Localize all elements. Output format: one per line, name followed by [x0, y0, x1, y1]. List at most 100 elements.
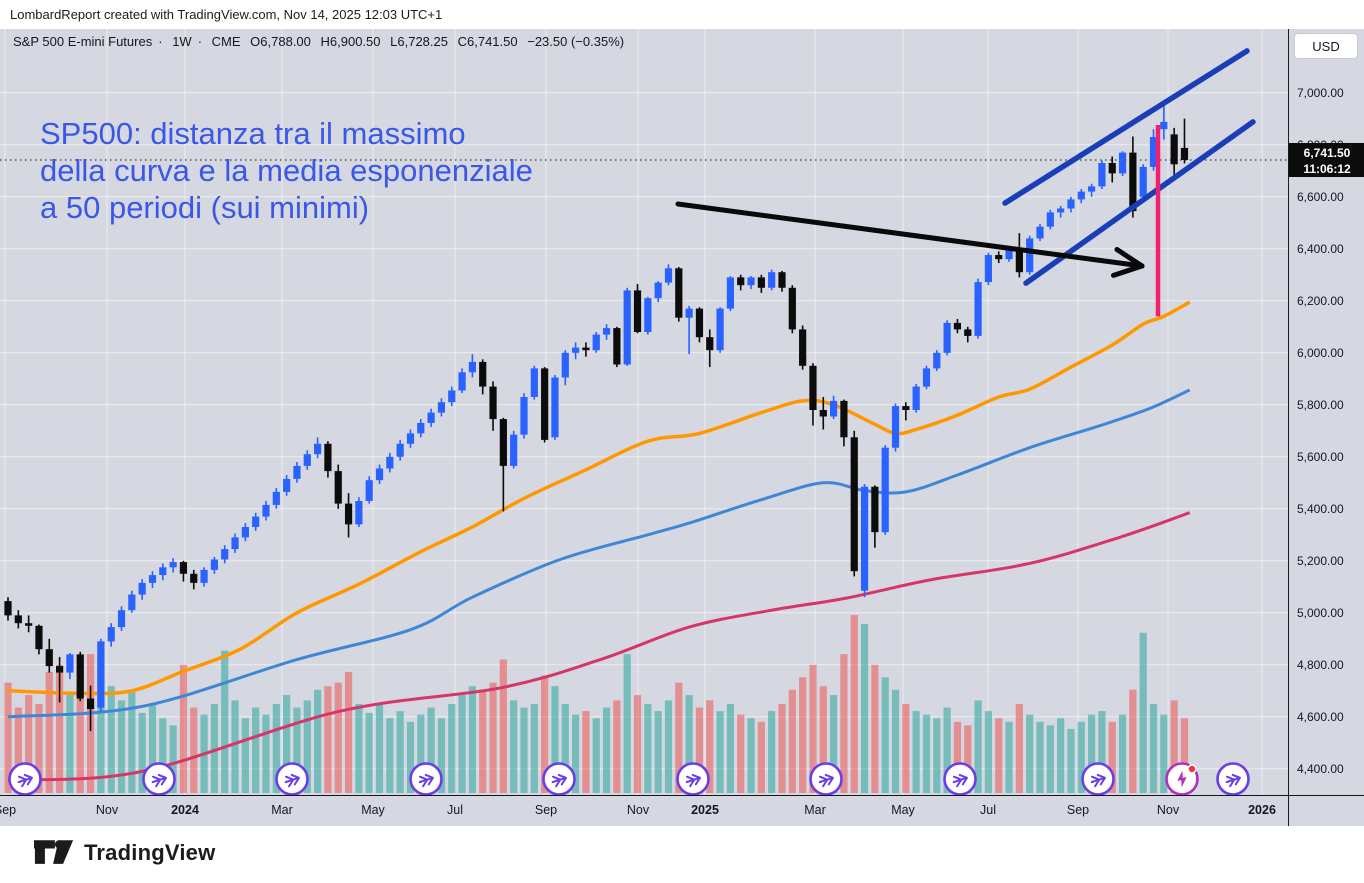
candle	[406, 433, 415, 444]
candle	[1118, 152, 1127, 174]
time-tick-label: 2026	[1248, 803, 1276, 817]
candle	[458, 372, 466, 391]
candle	[726, 277, 734, 309]
contract-roll-icon[interactable]	[1081, 762, 1115, 795]
last-price-badge: 6,741.50 11:06:12	[1289, 143, 1364, 177]
candle	[283, 478, 291, 492]
candle	[107, 627, 115, 642]
tradingview-brand[interactable]: TradingView	[34, 838, 215, 868]
price-tick-label: 6,000.00	[1297, 345, 1344, 360]
candle	[1149, 136, 1158, 167]
candle	[706, 337, 714, 351]
attribution-bar: LombardReport created with TradingView.c…	[0, 0, 1364, 29]
time-tick-label: Sep	[0, 803, 17, 817]
price-tick-label: 5,000.00	[1297, 605, 1344, 620]
candle	[1088, 186, 1096, 192]
candle	[675, 268, 683, 318]
candle	[840, 400, 848, 438]
candle	[56, 666, 64, 673]
time-tick-label: Jul	[447, 803, 463, 817]
candle	[334, 471, 342, 504]
price-tick-label: 6,600.00	[1297, 189, 1344, 204]
annotation-line-2: della curva e la media esponenziale	[40, 153, 533, 188]
contract-roll-icon[interactable]	[943, 762, 977, 795]
candle	[303, 454, 311, 466]
candle	[386, 456, 394, 469]
candle	[76, 654, 84, 699]
contract-roll-icon[interactable]	[542, 762, 576, 795]
candle	[809, 365, 817, 410]
timeframe-label[interactable]: 1W	[172, 34, 192, 49]
parallel-channel-drawing	[1002, 48, 1256, 286]
chart-pane[interactable]: S&P 500 E-mini Futures · 1W · CME O6,788.0…	[0, 29, 1364, 795]
price-scale[interactable]: USD 7,000.006,800.006,600.006,400.006,20…	[1288, 29, 1364, 795]
candle	[479, 361, 487, 387]
candle	[14, 615, 22, 624]
candle	[1026, 238, 1034, 273]
contract-roll-icon[interactable]	[809, 762, 843, 795]
candle	[1077, 191, 1085, 200]
candle	[964, 329, 972, 336]
volume-bars	[4, 615, 1189, 793]
candle	[221, 549, 229, 560]
currency-toggle-button[interactable]: USD	[1294, 33, 1358, 59]
tradingview-logo-icon	[34, 840, 74, 864]
candle	[365, 480, 373, 501]
candle	[344, 503, 353, 525]
candle	[633, 290, 642, 332]
annotation-line-1: SP500: distanza tra il massimo	[40, 116, 466, 151]
flash-event-icon[interactable]	[1165, 762, 1199, 795]
candle	[592, 334, 600, 351]
contract-roll-icon[interactable]	[1216, 762, 1250, 795]
candle	[148, 575, 157, 583]
ema-mid-blue-line	[7, 388, 1191, 719]
candle	[1139, 166, 1147, 197]
time-tick-label: 2024	[171, 803, 199, 817]
candle	[778, 272, 786, 288]
candle	[1098, 162, 1106, 187]
candle	[241, 526, 249, 538]
event-markers	[8, 762, 1250, 795]
candle	[252, 516, 260, 527]
contract-roll-icon[interactable]	[142, 762, 176, 795]
axis-corner-separator	[1288, 796, 1289, 827]
candle	[231, 537, 239, 550]
brand-name: TradingView	[84, 840, 216, 865]
candle	[984, 255, 992, 283]
candle	[417, 422, 425, 434]
symbol-title[interactable]: S&P 500 E-mini Futures	[13, 34, 153, 49]
contract-roll-icon[interactable]	[275, 762, 309, 795]
candle	[499, 419, 507, 466]
candle	[262, 504, 270, 517]
candle	[210, 559, 218, 570]
candle	[850, 437, 858, 572]
candle	[922, 368, 931, 387]
candle	[902, 406, 910, 410]
candle	[97, 641, 105, 708]
candle	[1108, 162, 1116, 174]
time-tick-label: Nov	[1156, 803, 1180, 817]
candlestick-chart[interactable]	[0, 29, 1288, 795]
time-scale[interactable]: Sep Nov 2024 Mar May Jul Sep Nov 2025 Mar May Jul Se…	[0, 795, 1364, 827]
price-tick-label: 4,400.00	[1297, 761, 1344, 776]
chart-annotation-text[interactable]: SP500: distanza tra il massimo della cur…	[40, 115, 533, 226]
candle	[35, 625, 43, 650]
candle	[448, 390, 456, 403]
candle	[489, 386, 497, 420]
candle	[737, 277, 745, 286]
contract-roll-icon[interactable]	[676, 762, 710, 795]
contract-roll-icon[interactable]	[8, 762, 42, 795]
candle	[953, 322, 962, 330]
symbol-status-row[interactable]: S&P 500 E-mini Futures · 1W · CME O6,788.0…	[13, 34, 630, 49]
price-tick-label: 4,800.00	[1297, 657, 1344, 672]
candle	[1180, 147, 1189, 160]
exchange-label: CME	[211, 34, 241, 49]
attribution-text: LombardReport created with TradingView.c…	[10, 7, 443, 22]
candle	[1129, 152, 1137, 212]
contract-roll-icon[interactable]	[409, 762, 443, 795]
candle	[819, 409, 827, 417]
price-tick-label: 7,000.00	[1297, 85, 1344, 100]
candle	[602, 328, 611, 335]
candle	[768, 272, 776, 288]
